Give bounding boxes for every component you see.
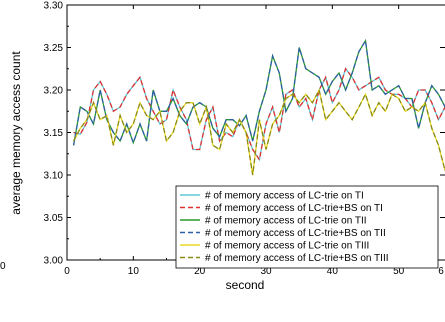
- legend-label: # of memory access of LC-trie on TIII: [205, 241, 369, 252]
- x-tick-label: 10: [128, 266, 140, 277]
- y-tick-label: 3.10: [44, 171, 64, 182]
- series-line-2: [73, 67, 445, 162]
- y-tick-label: 3.25: [44, 43, 64, 54]
- legend-label: # of memory access of LC-trie on TI: [205, 191, 364, 202]
- x-tick-label: 30: [260, 266, 272, 277]
- y-tick-label: 3.15: [44, 128, 64, 139]
- y-tick-label: 3.00: [44, 256, 64, 267]
- series-line-4: [72, 38, 445, 146]
- series-layer: [72, 38, 445, 176]
- x-tick-label: 50: [393, 266, 405, 277]
- legend-label: # of memory access of LC-trie on TII: [205, 216, 367, 227]
- y-tick-label: 3.05: [44, 213, 64, 224]
- y-axis-label: average memory access count: [9, 51, 23, 215]
- legend: # of memory access of LC-trie on TI# of …: [175, 185, 439, 269]
- x-tick-label: 6: [438, 266, 444, 277]
- y-tick-label: 3.30: [44, 1, 64, 12]
- legend-box: [175, 185, 439, 269]
- series-line-6: [73, 88, 445, 176]
- x-tick-label: 40: [327, 266, 339, 277]
- legend-label: # of memory access of LC-trie+BS on TI: [205, 203, 383, 214]
- legend-label: # of memory access of LC-trie+BS on TII: [205, 228, 386, 239]
- x-tick-label: 20: [194, 266, 206, 277]
- y-tick-label: 3.20: [44, 86, 64, 97]
- outside-zero-label: 0: [0, 261, 6, 272]
- x-tick-label: 0: [64, 266, 70, 277]
- x-axis-label: second: [226, 278, 265, 292]
- legend-label: # of memory access of LC-trie+BS on TIII: [205, 253, 389, 264]
